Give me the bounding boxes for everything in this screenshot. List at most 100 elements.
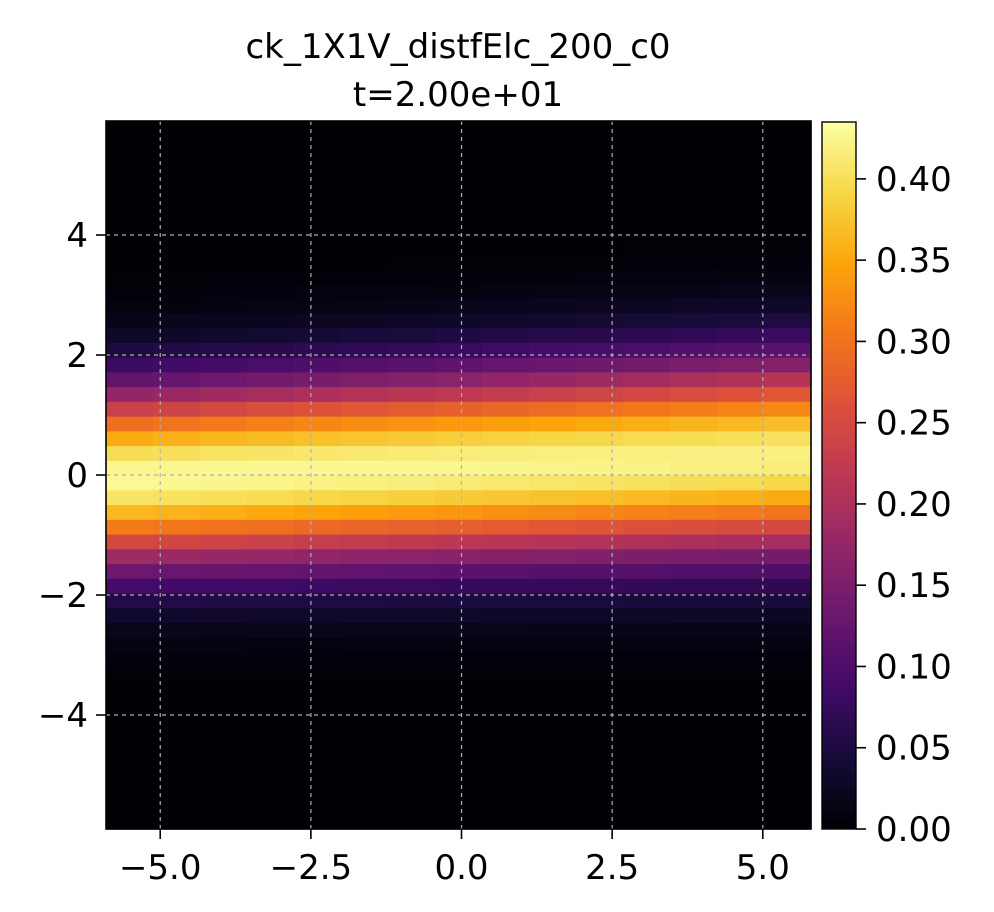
- heatmap-cell: [623, 180, 671, 196]
- heatmap-cell: [247, 770, 295, 786]
- heatmap-cell: [529, 298, 577, 314]
- heatmap-cell: [435, 253, 483, 270]
- heatmap-cell: [106, 784, 154, 801]
- heatmap-cell: [435, 416, 483, 432]
- heatmap-cell: [388, 180, 436, 196]
- heatmap-cell: [247, 371, 295, 388]
- heatmap-cell: [670, 563, 718, 579]
- heatmap-cell: [482, 681, 530, 697]
- heatmap-cell: [529, 430, 577, 447]
- heatmap-cell: [435, 357, 483, 373]
- heatmap-cell: [247, 445, 295, 461]
- heatmap-cell: [623, 209, 671, 225]
- colorbar-tick-label: 0.10: [876, 647, 952, 687]
- heatmap-cell: [670, 386, 718, 402]
- heatmap-cell: [294, 357, 342, 373]
- heatmap-cell: [106, 298, 154, 314]
- heatmap-cell: [153, 622, 201, 638]
- heatmap-cell: [388, 607, 436, 624]
- heatmap-cell: [623, 371, 671, 388]
- heatmap-cell: [623, 534, 671, 550]
- heatmap-cell: [247, 135, 295, 152]
- heatmap-cell: [200, 371, 248, 388]
- heatmap-cell: [717, 430, 765, 447]
- heatmap-cell: [717, 150, 765, 166]
- heatmap-cell: [529, 711, 577, 727]
- heatmap-cell: [341, 430, 389, 447]
- heatmap-cell: [764, 637, 812, 653]
- heatmap-cell: [529, 121, 577, 137]
- colorbar-tick-label: 0.30: [876, 322, 952, 362]
- heatmap-cell: [717, 386, 765, 402]
- heatmap-cell: [717, 268, 765, 284]
- heatmap-cell: [388, 593, 436, 609]
- heatmap-cell: [717, 725, 765, 742]
- heatmap-cell: [435, 135, 483, 152]
- heatmap-cell: [670, 253, 718, 270]
- heatmap-cell: [153, 401, 201, 417]
- heatmap-cell: [717, 342, 765, 358]
- heatmap-cell: [623, 799, 671, 815]
- heatmap-cell: [388, 578, 436, 594]
- heatmap-cell: [200, 460, 248, 476]
- heatmap-cell: [435, 607, 483, 624]
- heatmap-cell: [247, 607, 295, 624]
- heatmap-cell: [670, 121, 718, 137]
- heatmap-cell: [153, 239, 201, 255]
- heatmap-cell: [482, 224, 530, 240]
- heatmap-cell: [153, 784, 201, 801]
- heatmap-cell: [529, 224, 577, 240]
- heatmap-cell: [764, 253, 812, 270]
- heatmap-cell: [529, 622, 577, 638]
- heatmap-cell: [529, 209, 577, 225]
- heatmap-cell: [576, 563, 624, 579]
- heatmap-cell: [670, 135, 718, 152]
- heatmap-cell: [764, 696, 812, 712]
- heatmap-cell: [670, 652, 718, 668]
- heatmap-cell: [153, 814, 201, 830]
- heatmap-cell: [153, 165, 201, 181]
- heatmap-cell: [200, 504, 248, 520]
- heatmap-cell: [294, 475, 342, 491]
- heatmap-cell: [529, 416, 577, 432]
- heatmap-cell: [247, 460, 295, 476]
- grid-lines: [106, 121, 811, 829]
- heatmap-cell: [764, 165, 812, 181]
- colorbar-tick-label: 0.00: [876, 810, 952, 850]
- heatmap-cell: [764, 548, 812, 565]
- heatmap-cell: [529, 740, 577, 756]
- heatmap-cell: [576, 268, 624, 284]
- heatmap-cell: [341, 298, 389, 314]
- heatmap-cell: [670, 593, 718, 609]
- heatmap-cell: [153, 268, 201, 284]
- heatmap-cell: [388, 637, 436, 653]
- heatmap-cell: [106, 578, 154, 594]
- heatmap-cell: [529, 784, 577, 801]
- heatmap-cell: [670, 430, 718, 447]
- heatmap-cell: [388, 121, 436, 137]
- heatmap-cell: [764, 312, 812, 329]
- heatmap-cell: [294, 165, 342, 181]
- heatmap-cell: [341, 534, 389, 550]
- heatmap-cell: [435, 460, 483, 476]
- heatmap-cell: [247, 534, 295, 550]
- heatmap-cell: [670, 799, 718, 815]
- heatmap-cell: [717, 784, 765, 801]
- heatmap-cell: [247, 283, 295, 299]
- heatmap-cell: [435, 371, 483, 388]
- heatmap-cell: [482, 268, 530, 284]
- heatmap-cell: [341, 253, 389, 270]
- heatmap-cell: [341, 150, 389, 166]
- heatmap-cell: [717, 740, 765, 756]
- heatmap-cell: [388, 534, 436, 550]
- heatmap-cell: [717, 460, 765, 476]
- heatmap-cell: [576, 578, 624, 594]
- heatmap-cell: [435, 386, 483, 402]
- y-tick-label: −2: [38, 576, 88, 616]
- colorbar-tick-label: 0.25: [876, 404, 952, 444]
- heatmap-cell: [576, 445, 624, 461]
- heatmap-cell: [153, 253, 201, 270]
- heatmap-cell: [670, 445, 718, 461]
- heatmap-cell: [341, 386, 389, 402]
- heatmap-cell: [482, 652, 530, 668]
